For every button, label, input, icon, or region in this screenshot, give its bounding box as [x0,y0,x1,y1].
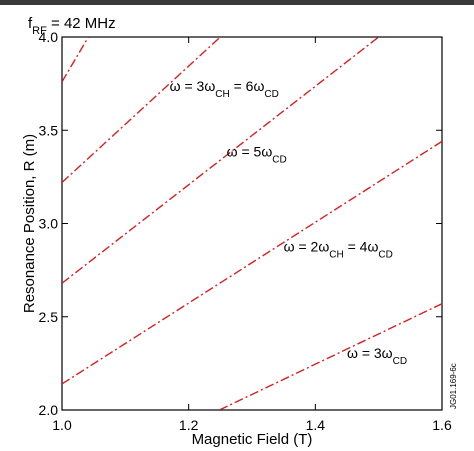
series-line-3 [62,37,380,284]
series-annotation-1: ω = 3ωCH = 6ωCD [170,78,279,100]
series-line-5 [219,303,442,410]
series-line-1 [62,37,90,83]
y-tick-label: 3.0 [39,216,59,232]
y-tick-label: 3.5 [39,122,59,138]
top-border-bar [0,0,474,5]
series-line-4 [62,140,442,385]
series-annotation-2: ω = 5ωCD [227,143,287,165]
chart-title: fRF = 42 MHz [28,15,116,37]
x-tick-label: 1.6 [432,417,452,433]
series-annotation-3: ω = 2ωCH = 4ωCD [284,238,393,260]
y-tick-label: 2.0 [39,402,59,418]
series-line-2 [62,37,221,184]
x-tick-label: 1.0 [52,417,72,433]
y-tick-label: 2.5 [39,309,59,325]
y-tick-label: 4.0 [39,29,59,45]
x-tick-label: 1.2 [179,417,199,433]
x-tick-label: 1.4 [306,417,326,433]
y-axis-label: Resonance Position, R (m) [21,134,38,313]
series-annotation-4: ω = 3ωCD [347,345,407,367]
x-axis-label: Magnetic Field (T) [192,431,313,448]
figure-id-watermark: JG01.169-6c [449,363,458,409]
